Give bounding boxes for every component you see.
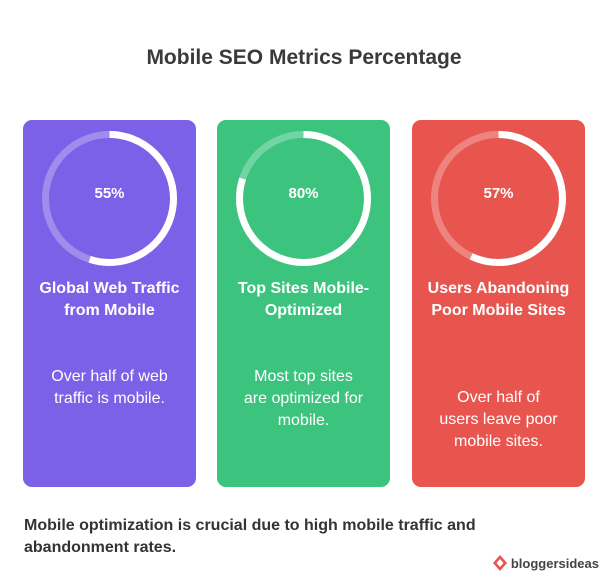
metric-card-users-abandoning: 57% Users Abandoning Poor Mobile Sites O… xyxy=(412,120,585,487)
metric-card-top-sites: 80% Top Sites Mobile-Optimized Most top … xyxy=(217,120,390,487)
chart-title: Mobile SEO Metrics Percentage xyxy=(146,46,462,69)
metric-label: Global Web Traffic from Mobile xyxy=(39,280,180,319)
donut-arc xyxy=(431,131,566,266)
metric-description: Most top sites are optimized for mobile. xyxy=(243,368,364,429)
metric-value: 55% xyxy=(94,185,125,202)
donut-ring xyxy=(236,131,371,266)
metric-card-web-traffic: 55% Global Web Traffic from Mobile Over … xyxy=(23,120,196,487)
metric-description: Over half of web traffic is mobile. xyxy=(51,368,168,407)
donut-ring xyxy=(431,131,566,266)
brand-name: bloggersideas xyxy=(510,555,599,571)
summary-text: Mobile optimization is crucial due to hi… xyxy=(24,517,476,556)
metric-label: Top Sites Mobile-Optimized xyxy=(237,280,370,319)
brand-logo-icon xyxy=(492,555,507,571)
metric-label: Users Abandoning Poor Mobile Sites xyxy=(427,280,570,319)
donut-ring xyxy=(42,131,177,266)
metric-value: 80% xyxy=(288,185,319,202)
brand-mark: bloggersideas xyxy=(492,554,599,572)
metric-value: 57% xyxy=(483,185,514,202)
donut-arc xyxy=(236,131,371,266)
donut-arc xyxy=(42,131,177,266)
metric-description: Over half of users leave poor mobile sit… xyxy=(439,389,558,450)
